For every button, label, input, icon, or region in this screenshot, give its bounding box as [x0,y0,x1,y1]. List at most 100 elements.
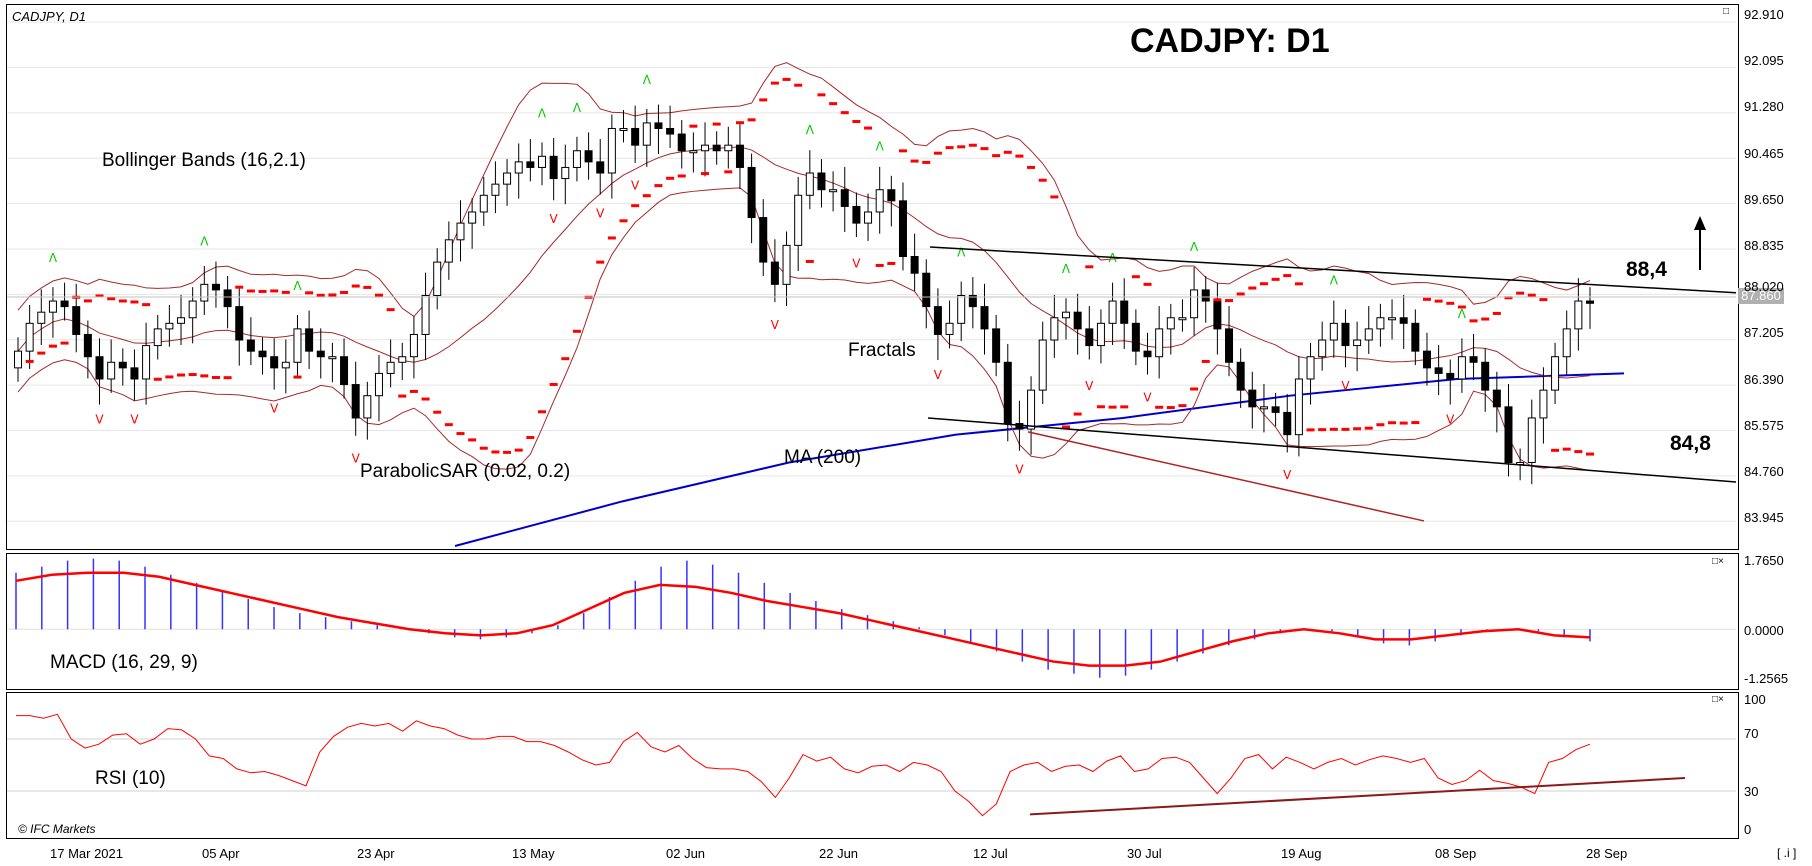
parabolic-sar-dot [165,375,174,379]
candle [864,211,873,224]
candle [817,172,826,191]
candle [829,189,838,193]
fractal-down-icon: V [771,318,780,332]
parabolic-sar-dot [1411,421,1420,425]
fractal-up-icon: Λ [293,279,302,293]
corner-info-icon[interactable]: [ .i ] [1777,846,1797,860]
candle [258,350,267,358]
candle [153,328,162,347]
candle [945,322,954,335]
parabolic-sar-dot [1201,359,1210,363]
parabolic-sar-dot [1492,311,1501,315]
macd-tick: 1.7650 [1744,553,1784,568]
candle [1388,317,1397,321]
parabolic-sar-dot [910,159,919,163]
bollinger-lower-band [17,187,1591,472]
candle [794,194,803,246]
parabolic-sar-dot [1259,282,1268,286]
rsi-panel-window-icon[interactable]: □× [1712,694,1724,705]
price-panel-maximize-icon[interactable]: □ [1723,6,1730,17]
candle [1446,372,1455,380]
candle [83,333,92,358]
resistance-level-label: 88,4 [1626,258,1667,281]
candle [1411,322,1420,352]
candle [1236,361,1245,391]
parabolic-sar-dot [1178,404,1187,408]
parabolic-sar-dot [852,120,861,124]
candle [118,361,127,369]
parabolic-sar-dot [1027,165,1036,169]
parabolic-sar-dot [1190,387,1199,391]
candle [1353,339,1362,347]
macd-panel-window-icon[interactable]: □× [1712,556,1724,567]
candle [747,166,756,219]
parabolic-sar-dot [235,285,244,289]
rsi-tick: 0 [1744,822,1752,837]
candle [1422,350,1431,369]
parabolic-sar-dot [177,373,186,377]
candle [479,194,488,213]
parabolic-sar-dot [1586,452,1594,456]
support-level-label: 84,8 [1670,432,1711,455]
candle [980,306,989,330]
candle [246,339,255,352]
fractal-up-icon: Λ [1190,240,1199,254]
date-tick: 19 Aug [1281,846,1322,861]
parabolic-sar-dot [1108,405,1117,409]
candle [735,144,744,168]
fractal-down-icon: V [550,212,559,226]
parabolic-sar-dot [1062,425,1070,429]
parabolic-sar-label: ParabolicSAR (0.02, 0.2) [360,461,571,482]
parabolic-sar-dot [572,329,581,333]
candle [1539,389,1548,419]
candle [759,217,768,263]
candle [875,189,884,213]
candle [910,256,919,274]
date-tick: 08 Sep [1435,846,1477,861]
parabolic-sar-dot [770,81,779,85]
parabolic-sar-dot [1283,274,1292,278]
candle [1062,311,1070,319]
parabolic-sar-dot [1353,427,1362,431]
parabolic-sar-dot [316,293,325,297]
candle [351,384,360,419]
bollinger-label: Bollinger Bands (16,2.1) [102,150,306,171]
candle [1527,417,1536,463]
parabolic-sar-dot [864,126,873,130]
parabolic-sar-dot [456,432,465,436]
current-price-tag: 87.860 [1738,288,1784,304]
parabolic-sar-dot [1446,301,1455,305]
candle [130,367,139,380]
parabolic-sar-dot [1143,282,1152,286]
parabolic-sar-dot [933,151,942,155]
candle [60,300,69,308]
candle [1457,356,1466,380]
candle [363,395,372,419]
parabolic-sar-dot [514,448,523,452]
resistance-trendline [929,246,1737,294]
price-tick: 87.205 [1744,325,1784,340]
fractal-down-icon: V [352,451,361,465]
candle [340,356,349,386]
parabolic-sar-dot [724,170,733,174]
parabolic-sar-dot [1504,296,1513,300]
candle [421,294,430,335]
fractal-up-icon: Λ [1330,273,1339,287]
candle [572,150,581,168]
candle [514,161,523,174]
rsi-tick: 70 [1744,726,1759,741]
parabolic-sar-dot [1551,448,1560,452]
bollinger-middle-band [17,146,1591,379]
candle [1341,322,1350,347]
parabolic-sar-dot [1294,282,1303,286]
candle [1329,322,1338,341]
parabolic-sar-dot [689,124,698,128]
candle [1562,328,1571,358]
ma-label: MA (200) [784,447,862,468]
parabolic-sar-dot [1399,421,1408,425]
candle [1551,356,1560,391]
parabolic-sar-dot [1516,291,1525,295]
candle [701,144,710,152]
rsi-trendline [1029,777,1686,816]
candle [1201,289,1210,302]
